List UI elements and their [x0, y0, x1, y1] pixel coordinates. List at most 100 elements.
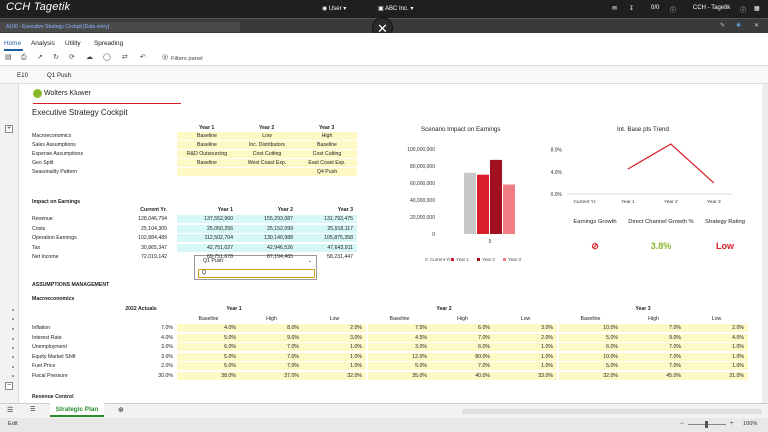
refresh-icon[interactable]: ↻ — [53, 54, 59, 61]
impact-value[interactable]: 105,875,358 — [297, 234, 357, 243]
macro-value[interactable]: 33.0% — [494, 371, 557, 380]
macro-value[interactable]: 32.0% — [559, 371, 622, 380]
scenario-cell[interactable]: Cost Cutting — [297, 150, 357, 158]
macro-value[interactable]: 5.0% — [368, 362, 431, 370]
dropdown-selected[interactable]: Q1 Push ⌄ — [195, 256, 316, 267]
impact-value[interactable]: 25,152,099 — [237, 224, 297, 233]
info-icon[interactable]: ⓘ — [670, 8, 677, 14]
macro-value[interactable]: 3.0% — [494, 324, 557, 332]
macro-value[interactable]: 40.0% — [431, 371, 494, 380]
macro-value[interactable]: 7.0% — [431, 333, 494, 342]
tab-spreading[interactable]: Spreading — [94, 40, 124, 47]
macro-value[interactable]: 7.0% — [622, 324, 685, 332]
counter-badge[interactable]: 0/0 — [651, 5, 660, 11]
macro-value[interactable]: 7.0% — [622, 362, 685, 370]
print-icon[interactable]: ⎙ — [21, 54, 27, 61]
macro-value[interactable]: 5.0% — [177, 333, 240, 342]
macro-value[interactable]: 9.0% — [622, 333, 685, 342]
add-sheet-icon[interactable]: ⊕ — [118, 407, 124, 414]
sheet-menu-icon[interactable]: ☰ — [7, 407, 14, 414]
macro-value[interactable]: 4.0% — [685, 333, 748, 342]
scenario-cell[interactable]: Baseline — [177, 141, 237, 149]
macro-value[interactable]: 1.0% — [303, 352, 366, 361]
macro-value[interactable]: 45.0% — [622, 371, 685, 380]
macro-value[interactable]: 10.0% — [559, 352, 622, 361]
scenario-cell[interactable]: Inc. Distributors — [237, 141, 297, 149]
sheet-tab-strategic-plan[interactable]: Strategic Plan — [50, 403, 104, 417]
sheet-list-icon[interactable]: ☰ — [30, 407, 36, 413]
macro-value[interactable]: 2.0% — [303, 324, 366, 332]
impact-value[interactable]: 137,552,960 — [177, 215, 237, 223]
collapse-button[interactable]: − — [5, 382, 13, 390]
macro-value[interactable]: 3.0% — [368, 343, 431, 351]
macro-value[interactable]: 5.0% — [559, 362, 622, 370]
macro-value[interactable]: 3.0% — [303, 333, 366, 342]
impact-value[interactable]: 155,293,087 — [237, 215, 297, 223]
tab-utility[interactable]: Utility — [65, 40, 81, 47]
impact-value[interactable]: 131,793,475 — [297, 215, 357, 223]
impact-value[interactable]: 87,194,465 — [267, 254, 293, 261]
scenario-cell[interactable]: East Coast Exp. — [297, 159, 357, 167]
macro-value[interactable]: 35.0% — [368, 371, 431, 380]
macro-value[interactable]: 1.0% — [303, 343, 366, 351]
macro-value[interactable]: 1.0% — [685, 362, 748, 370]
zoom-slider-thumb[interactable] — [705, 421, 708, 428]
scenario-cell[interactable]: Low — [237, 132, 297, 140]
scenario-cell[interactable]: R&D Outsourcing — [177, 150, 237, 158]
macro-value[interactable]: 1.0% — [494, 343, 557, 351]
cell-reference[interactable]: E10 — [17, 72, 29, 79]
undo-icon[interactable]: ↶ — [140, 54, 146, 61]
macro-value[interactable]: 5.0% — [559, 333, 622, 342]
macro-value[interactable]: 9.0% — [240, 333, 303, 342]
macro-value[interactable]: 6.0% — [431, 324, 494, 332]
macro-value[interactable]: 8.0% — [240, 324, 303, 332]
macro-value[interactable]: 6.0% — [431, 343, 494, 351]
seasonality-dropdown[interactable]: Q1 Push ⌄ Q — [194, 255, 317, 280]
export-icon[interactable]: ↗ — [37, 54, 43, 61]
close-doc-icon[interactable]: ✕ — [754, 23, 760, 29]
macro-value[interactable]: 7.0% — [431, 362, 494, 370]
scenario-cell[interactable]: Q4 Push — [297, 168, 357, 176]
cloud-icon[interactable]: ☁ — [86, 54, 93, 61]
zoom-out-icon[interactable]: − — [680, 421, 684, 427]
scenario-cell[interactable]: Cost Cutting — [237, 150, 297, 158]
horizontal-scrollbar[interactable] — [462, 409, 762, 414]
impact-value[interactable]: 25,050,256 — [177, 224, 237, 233]
macro-value[interactable]: 12.0% — [368, 352, 431, 361]
save-icon[interactable]: ▤ — [5, 54, 12, 61]
scenario-cell[interactable]: Baseline — [177, 132, 237, 140]
tab-analysis[interactable]: Analysis — [31, 40, 55, 47]
filters-panel-label[interactable]: Filters panel — [171, 56, 203, 62]
scenario-cell[interactable] — [237, 168, 297, 176]
scenario-cell[interactable] — [177, 168, 237, 176]
macro-value[interactable]: 4.0% — [177, 324, 240, 332]
macro-value[interactable]: 80.0% — [431, 352, 494, 361]
filter-icon[interactable]: ◎ — [162, 54, 169, 61]
entity-selector[interactable]: ▣ ABC Inc. ▾ — [378, 6, 414, 12]
dropdown-search-input[interactable]: Q — [198, 269, 315, 278]
pin-icon[interactable]: ✱ — [736, 23, 742, 29]
impact-value[interactable]: 130,140,988 — [237, 234, 297, 243]
edit-icon[interactable]: ✎ — [720, 23, 726, 29]
macro-value[interactable]: 6.0% — [559, 343, 622, 351]
macro-value[interactable]: 10.0% — [559, 324, 622, 332]
macro-value[interactable]: 7.0% — [240, 352, 303, 361]
macro-value[interactable]: 6.0% — [177, 343, 240, 351]
formula-value[interactable]: Q1 Push — [47, 72, 72, 79]
impact-value[interactable]: 47,643,911 — [297, 243, 357, 252]
macro-value[interactable]: 1.0% — [494, 352, 557, 361]
impact-value[interactable]: 42,946,526 — [237, 243, 297, 252]
macro-value[interactable]: 7.5% — [368, 324, 431, 332]
sync-icon[interactable]: ⟳ — [69, 54, 75, 61]
help-icon[interactable]: ⓘ — [740, 8, 747, 14]
user-menu[interactable]: ◉ User ▾ — [322, 6, 347, 12]
impact-value[interactable]: 58,231,447 — [327, 254, 353, 261]
apps-grid-icon[interactable] — [2, 3, 12, 14]
download-icon[interactable]: ↧ — [629, 6, 635, 12]
macro-value[interactable]: 32.0% — [303, 371, 366, 380]
comment-icon[interactable]: ◯ — [103, 54, 111, 61]
macro-value[interactable]: 37.0% — [240, 371, 303, 380]
document-title[interactable]: A100 - Executive Strategy Cockpit [Data … — [0, 22, 240, 32]
macro-value[interactable]: 7.0% — [622, 343, 685, 351]
impact-value[interactable]: 42,751,027 — [177, 243, 237, 252]
